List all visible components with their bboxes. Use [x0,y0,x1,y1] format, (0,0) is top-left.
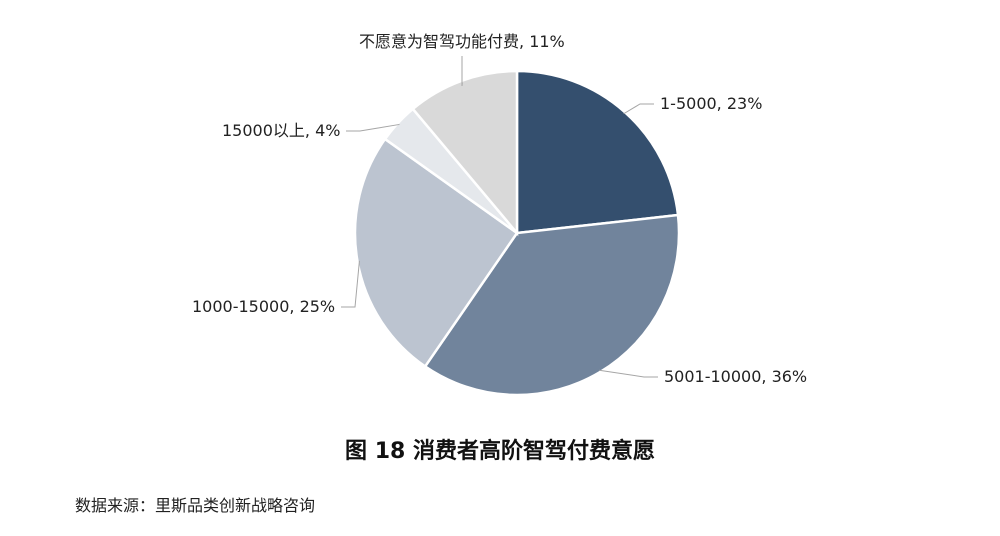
category-label: 15000以上 [222,121,315,140]
data-label: 15000以上4% [222,121,340,141]
chart-title: 图 18 消费者高阶智驾付费意愿 [345,439,655,464]
pie-slice [515,69,680,235]
value-label: 11% [529,32,565,51]
leader-line [599,369,658,378]
leader-line [623,103,654,115]
value-label: 25% [299,297,336,316]
leader-line [341,260,360,308]
category-label: 1-5000 [660,94,727,113]
data-label: 不愿意为智驾功能付费11% [359,32,565,52]
data-label: 1000-1500025% [192,297,335,317]
category-label: 1000-15000 [192,297,300,316]
category-label: 5001-10000 [664,367,772,386]
data-label: 1-500023% [660,94,762,114]
leader-line [346,123,400,132]
pie-slice [353,137,519,369]
category-label: 不愿意为智驾功能付费 [359,32,529,51]
value-label: 4% [315,121,341,140]
value-label: 23% [726,94,763,113]
value-label: 36% [771,367,808,386]
pie-slice [423,213,681,397]
data-label: 5001-1000036% [664,367,807,387]
source-note: 数据来源：里斯品类创新战略咨询 [75,496,316,515]
